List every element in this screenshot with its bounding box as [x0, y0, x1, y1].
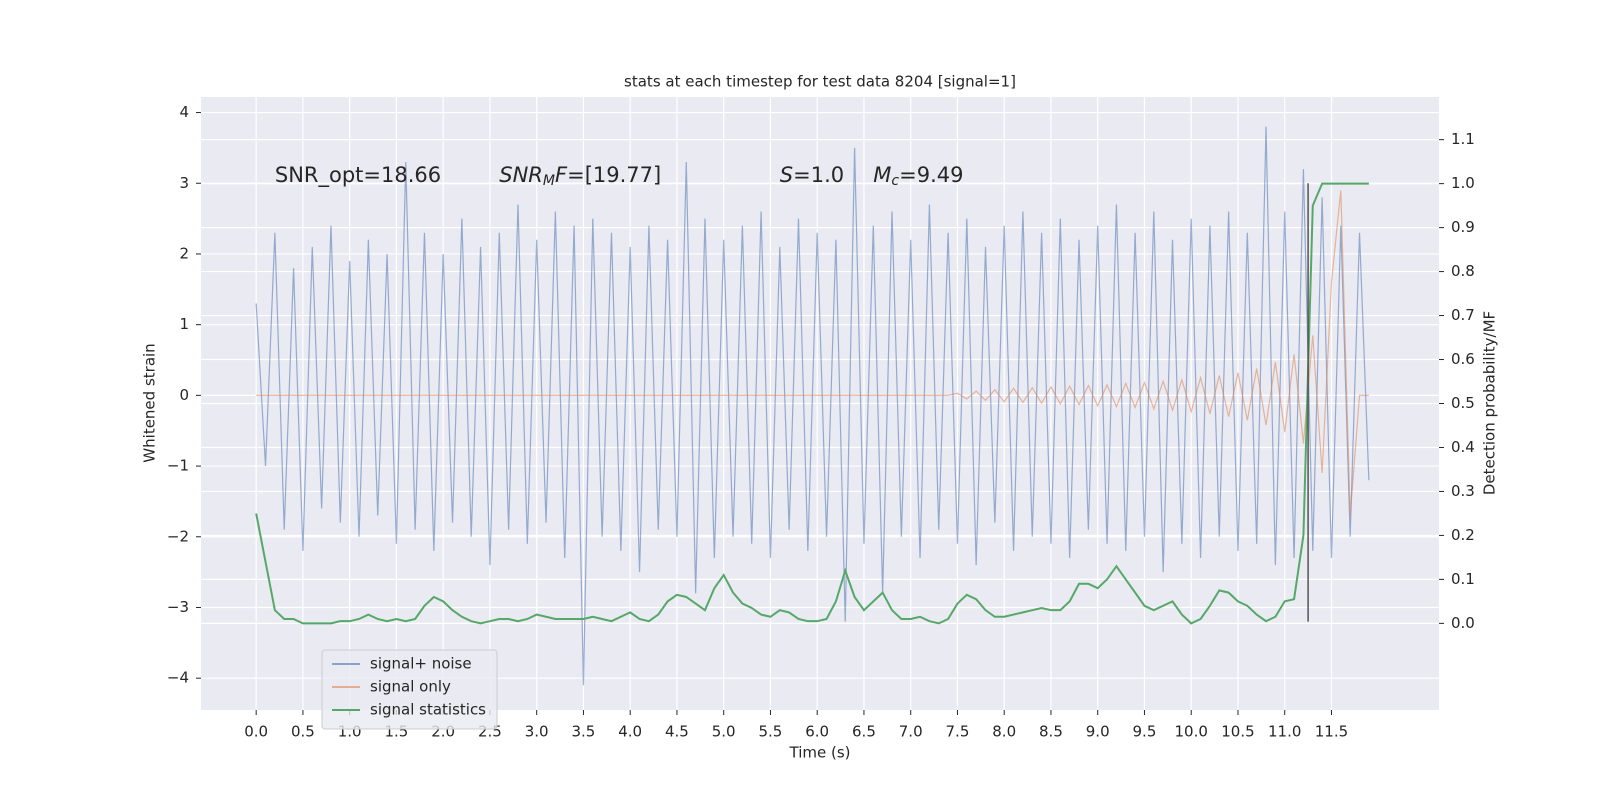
legend-label: signal only: [370, 678, 451, 696]
y-tick-label: 4: [179, 103, 189, 121]
annotation-part: F: [555, 163, 568, 187]
y-axis-label: Whitened strain: [141, 343, 159, 462]
annotation: Mc=9.49: [873, 163, 963, 189]
y2-tick-label: 0.1: [1451, 570, 1475, 588]
legend-label: signal+ noise: [370, 655, 472, 673]
x-tick-label: 6.0: [805, 723, 829, 741]
y2-tick-label: 0.5: [1451, 394, 1475, 412]
y-tick-label: −1: [167, 457, 189, 475]
marks: [255, 126, 1370, 686]
grid: [201, 97, 1439, 710]
x-tick-label: 5.0: [712, 723, 736, 741]
x-tick-label: 11.0: [1268, 723, 1301, 741]
x-tick-label: 10.0: [1175, 723, 1208, 741]
annotation-part: SNR_opt=18.66: [275, 163, 441, 188]
y2-tick-label: 1.0: [1451, 174, 1475, 192]
x-tick-label: 7.5: [946, 723, 970, 741]
axes: 0.0 0.5 1.0 1.5 2.0 2.5 3.0 3.5 4.0 4.5 5.0 5.5 6.0 6…: [167, 103, 1475, 740]
y2-tick-label: 0.7: [1451, 306, 1475, 324]
y-tick-label: −4: [167, 669, 189, 687]
y2-axis-label: Detection probability/MF: [1481, 311, 1499, 495]
x-tick-label: 0.0: [244, 723, 268, 741]
x-tick-label: 4.0: [618, 723, 642, 741]
y2-tick-label: 0.8: [1451, 262, 1475, 280]
y2-tick-label: 0.0: [1451, 614, 1475, 632]
x-tick-label: 8.5: [1039, 723, 1063, 741]
series-line: [255, 126, 1370, 686]
x-tick-label: 11.5: [1315, 723, 1348, 741]
legend-box: [321, 649, 498, 730]
y2-tick-label: 0.4: [1451, 438, 1475, 456]
y-tick-label: 3: [179, 174, 189, 192]
x-tick-label: 4.5: [665, 723, 689, 741]
x-tick-label: 10.5: [1221, 723, 1254, 741]
annotation: SNR_opt=18.66: [275, 163, 441, 188]
x-tick-label: 6.5: [852, 723, 876, 741]
chart-title: stats at each timestep for test data 820…: [624, 73, 1016, 91]
series-line: [256, 190, 1369, 516]
annotation-part: M: [873, 163, 891, 187]
y2-tick-label: 1.1: [1451, 130, 1475, 148]
y-tick-label: −2: [167, 527, 189, 545]
x-tick-label: 9.5: [1133, 723, 1157, 741]
x-tick-label: 0.5: [291, 723, 315, 741]
x-tick-label: 7.0: [899, 723, 923, 741]
series-line: [255, 182, 1369, 625]
x-tick-label: 5.5: [759, 723, 783, 741]
y2-tick-label: 0.9: [1451, 218, 1475, 236]
y-tick-label: 1: [179, 315, 189, 333]
y2-tick-label: 0.6: [1451, 350, 1475, 368]
annotation-part: =[19.77]: [567, 163, 661, 187]
annotation-part: =1.0: [793, 163, 844, 187]
annotation-part: M: [543, 173, 555, 189]
legend-label: signal statistics: [370, 701, 486, 719]
x-tick-label: 3.5: [572, 723, 596, 741]
y2-tick-label: 0.3: [1451, 482, 1475, 500]
y2-tick-label: 0.2: [1451, 526, 1475, 544]
annotation-part: =9.49: [899, 163, 963, 187]
x-tick-label: 3.0: [525, 723, 549, 741]
y-tick-label: −3: [167, 598, 189, 616]
annotation: S=1.0: [780, 163, 844, 187]
x-tick-label: 8.0: [992, 723, 1016, 741]
annotation-part: c: [891, 173, 899, 189]
x-axis-label: Time (s): [789, 744, 851, 762]
y-tick-label: 2: [179, 244, 189, 262]
annotation-part: S: [780, 163, 793, 187]
x-tick-label: 9.0: [1086, 723, 1110, 741]
annotation: SNRMF=[19.77]: [499, 163, 661, 189]
annotation-part: SNR: [499, 163, 543, 187]
y-tick-label: 0: [179, 386, 189, 404]
